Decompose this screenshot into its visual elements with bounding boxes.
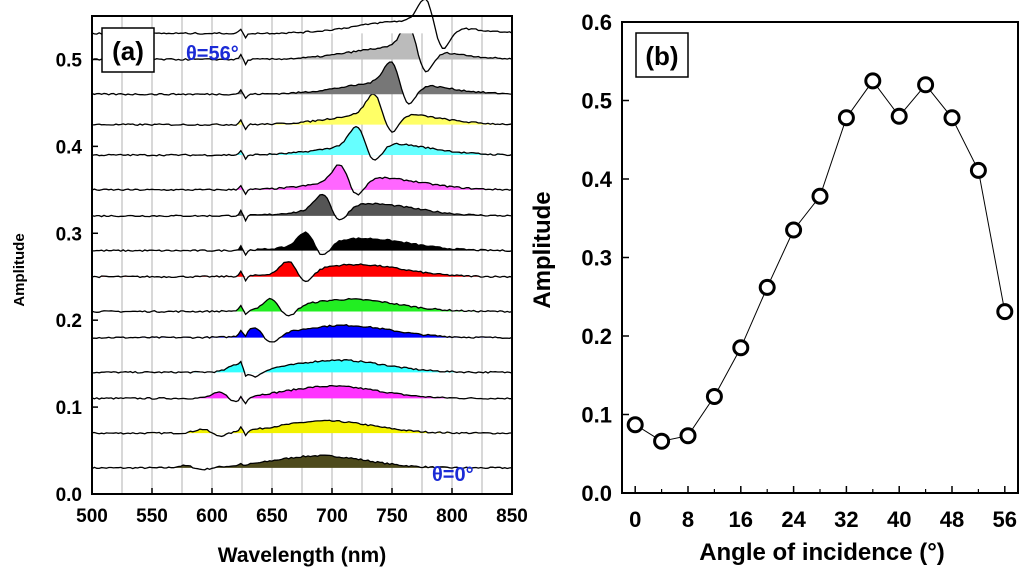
panel-b-label-box <box>635 32 689 78</box>
b-x-tick-label-56: 56 <box>993 507 1017 532</box>
x-tick-label-500: 500 <box>76 506 108 527</box>
y-tick-label-0.3: 0.3 <box>56 224 82 245</box>
b-x-tick-label-0: 0 <box>629 507 641 532</box>
data-point-56deg <box>996 303 1014 321</box>
y-tick-label-0: 0.0 <box>56 485 82 506</box>
b-x-tick-label-16: 16 <box>729 507 753 532</box>
b-x-tick-label-40: 40 <box>887 507 911 532</box>
trace-fill-12deg <box>92 359 512 373</box>
panel-b: 0 8 16 24 32 40 48 56 0.0 0.1 0.2 0.3 0.4 0.5 0.6 (b)… <box>529 10 1019 566</box>
b-y-tick-label-0.2: 0.2 <box>581 324 612 349</box>
y-tick-label-0.2: 0.2 <box>56 311 82 332</box>
angle-annotation-top: θ=56° <box>186 43 239 65</box>
trace-fill-40deg <box>92 126 512 156</box>
y-tick-label-0.4: 0.4 <box>56 137 83 158</box>
data-point-20deg <box>758 278 776 296</box>
panel-b-y-label: Amplitude <box>529 191 556 308</box>
b-x-tick-label-32: 32 <box>834 507 858 532</box>
data-point-16deg <box>732 339 750 357</box>
data-point-8deg <box>679 427 697 445</box>
trace-line-56deg <box>91 0 513 49</box>
x-tick-label-550: 550 <box>136 506 168 527</box>
data-point-44deg <box>917 76 935 94</box>
panel-a-label: (a) <box>112 36 144 66</box>
trace-fill-24deg <box>92 261 512 277</box>
panel-b-x-axis: 0 8 16 24 32 40 48 56 <box>629 486 1017 532</box>
x-tick-label-750: 750 <box>376 506 408 527</box>
trace-line-20deg <box>91 297 513 317</box>
panel-b-label: (b) <box>645 41 678 71</box>
data-point-32deg <box>837 109 855 127</box>
trace-line-24deg <box>91 261 513 283</box>
panel-a: 500 550 600 650 700 750 800 850 0.0 0.1 0.2 0.3 0.4… <box>11 0 528 567</box>
panel-a-y-label: Amplitude <box>11 233 28 306</box>
trace-line-4deg <box>91 419 512 438</box>
data-point-24deg <box>785 221 803 239</box>
trace-line-40deg <box>91 125 513 161</box>
trace-fill-4deg <box>92 420 512 434</box>
trace-line-36deg <box>91 164 513 196</box>
b-y-tick-label-0.4: 0.4 <box>581 167 612 192</box>
trace-line-12deg <box>91 359 513 378</box>
trace-fill-28deg <box>92 232 512 251</box>
panel-a-y-axis: 0.0 0.1 0.2 0.3 0.4 0.5 <box>56 50 98 506</box>
panel-b-frame <box>621 21 1019 494</box>
trace-fill-20deg <box>92 298 512 312</box>
panel-b-x-label: Angle of incidence (°) <box>699 539 945 566</box>
x-tick-label-650: 650 <box>256 506 288 527</box>
panel-b-y-axis: 0.0 0.1 0.2 0.3 0.4 0.5 0.6 <box>581 10 629 506</box>
b-y-tick-label-0: 0.0 <box>581 481 612 506</box>
b-x-tick-label-48: 48 <box>940 507 964 532</box>
x-tick-label-700: 700 <box>316 506 348 527</box>
y-tick-label-0.5: 0.5 <box>56 50 83 71</box>
x-tick-label-850: 850 <box>496 506 528 527</box>
b-y-tick-label-0.3: 0.3 <box>581 246 612 271</box>
b-x-tick-label-24: 24 <box>781 507 806 532</box>
panel-a-x-label: Wavelength (nm) <box>218 544 386 567</box>
b-y-tick-label-0.1: 0.1 <box>581 403 612 428</box>
b-x-tick-label-8: 8 <box>682 507 694 532</box>
angle-annotation-bottom: θ=0° <box>432 464 474 486</box>
trace-line-8deg <box>91 385 512 405</box>
trace-line-52deg <box>91 24 513 73</box>
data-point-4deg <box>653 432 671 450</box>
data-point-12deg <box>705 387 723 405</box>
trace-fill-32deg <box>92 194 512 216</box>
trace-line-28deg <box>92 231 513 257</box>
b-y-tick-label-0.6: 0.6 <box>581 10 612 35</box>
panel-a-traces <box>91 0 513 471</box>
trace-line-48deg <box>91 61 513 105</box>
data-point-0deg <box>626 416 644 434</box>
panel-a-label-box <box>101 27 155 73</box>
panel-a-x-axis: 500 550 600 650 700 750 800 850 <box>76 488 528 527</box>
panel-b-points <box>626 72 1014 450</box>
trace-fill-16deg <box>92 324 512 338</box>
trace-fill-0deg <box>92 455 512 468</box>
x-tick-label-800: 800 <box>436 506 468 527</box>
data-point-52deg <box>969 161 987 179</box>
trace-fill-36deg <box>92 165 512 190</box>
b-y-tick-label-0.5: 0.5 <box>581 89 612 114</box>
panel-a-frame <box>91 15 513 495</box>
data-point-36deg <box>864 72 882 90</box>
data-point-40deg <box>890 107 908 125</box>
data-point-28deg <box>811 187 829 205</box>
panel-b-connecting-line <box>634 80 1006 442</box>
y-tick-label-0.1: 0.1 <box>56 398 83 419</box>
trace-line-32deg <box>91 193 513 223</box>
trace-fill-52deg <box>92 25 512 60</box>
trace-line-44deg <box>91 93 513 133</box>
panel-a-gridlines <box>121 16 483 494</box>
trace-line-0deg <box>91 454 513 471</box>
trace-line-16deg <box>92 324 513 343</box>
x-tick-label-600: 600 <box>196 506 228 527</box>
trace-fill-56deg <box>92 0 512 34</box>
data-point-48deg <box>943 109 961 127</box>
